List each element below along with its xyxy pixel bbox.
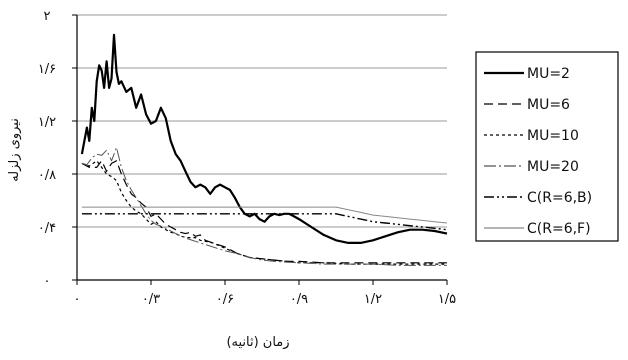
x-tick-label: ۰/۳ — [142, 292, 160, 307]
legend-label: MU=2 — [527, 66, 570, 82]
y-tick-label: ۰/۸ — [38, 168, 56, 183]
y-tick-label: ۰/۴ — [38, 221, 56, 236]
x-tick-label: ۰/۹ — [290, 292, 308, 307]
x-axis-label: زمان (ثانیه) — [226, 335, 289, 350]
x-tick-label: ۱/۵ — [438, 292, 456, 307]
y-tick-label: ۲ — [44, 9, 51, 24]
series-line-1 — [80, 33, 448, 244]
grid-lines — [77, 14, 447, 228]
x-tick-label: ۰ — [74, 292, 81, 307]
y-tick-label: ۱/۶ — [38, 62, 56, 77]
series-line-4 — [81, 147, 447, 266]
plot-frame — [72, 14, 448, 285]
legend-box — [475, 51, 619, 242]
x-tick-labels: ۰ ۰/۳ ۰/۶ ۰/۹ ۱/۲ ۱/۵ — [74, 292, 457, 307]
series-line-6 — [81, 206, 448, 224]
legend-label: MU=6 — [527, 97, 570, 113]
series-line-5 — [81, 213, 448, 231]
legend-label: MU=10 — [527, 128, 579, 144]
legend-label: C(R=6,F) — [527, 221, 591, 237]
y-tick-label: ۰ — [44, 274, 51, 289]
y-tick-labels: ۰ ۰/۴ ۰/۸ ۱/۲ ۱/۶ ۲ — [38, 9, 56, 289]
series-line-2 — [81, 160, 447, 264]
y-tick-label: ۱/۲ — [38, 115, 56, 130]
legend-label: MU=20 — [527, 159, 579, 175]
y-axis-label: نیروی زلزله — [7, 118, 22, 182]
x-tick-label: ۰/۶ — [216, 292, 234, 307]
legend-label: C(R=6,B) — [527, 190, 592, 206]
series-lines — [80, 33, 448, 266]
x-tick-label: ۱/۲ — [364, 292, 382, 307]
legend: MU=2 MU=6 MU=10 MU=20 C(R=6,B) C(R=6,F) — [475, 51, 619, 242]
